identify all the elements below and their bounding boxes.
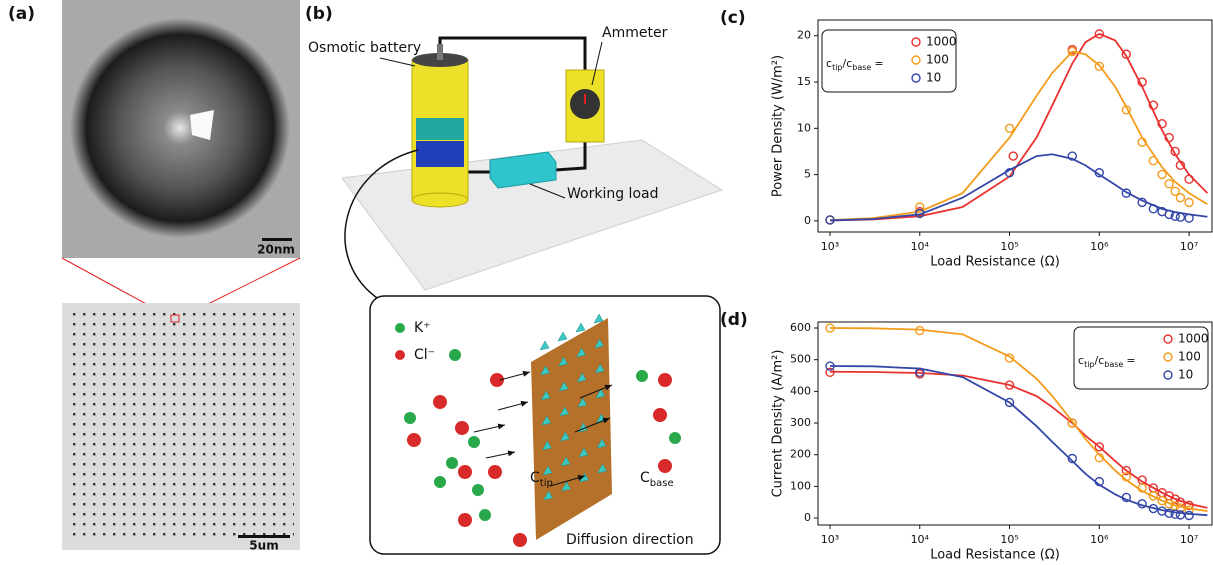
- x-axis-label: Load Resistance (Ω): [930, 548, 1060, 563]
- y-tick-label: 15: [797, 75, 811, 88]
- legend-ion: [395, 350, 405, 360]
- ion: [468, 436, 480, 448]
- legend-label: 100: [1178, 350, 1201, 364]
- panel-label: (b): [305, 4, 333, 24]
- ion: [658, 373, 672, 387]
- legend-title-part: =: [1126, 354, 1135, 367]
- x-tick-label: 10⁴: [911, 533, 930, 546]
- legend-ion: [395, 323, 405, 333]
- x-tick-label: 10⁶: [1090, 533, 1109, 546]
- y-tick-label: 0: [804, 511, 811, 524]
- y-tick-label: 300: [790, 416, 811, 429]
- data-point: [1006, 124, 1014, 132]
- y-tick-label: 5: [804, 168, 811, 181]
- legend-label: 100: [926, 53, 949, 67]
- ion: [458, 513, 472, 527]
- data-point: [1158, 171, 1166, 179]
- subscript: tip: [540, 478, 553, 489]
- y-tick-label: 600: [790, 321, 811, 334]
- ion: [404, 412, 416, 424]
- y-tick-label: 10: [797, 121, 811, 134]
- legend-label: 1000: [926, 35, 957, 49]
- ion: [479, 509, 491, 521]
- data-point: [1185, 198, 1193, 206]
- x-tick-label: 10⁶: [1090, 240, 1109, 253]
- panel-label: (d): [720, 310, 748, 330]
- ion: [446, 457, 458, 469]
- y-tick-label: 200: [790, 448, 811, 461]
- ion: [488, 465, 502, 479]
- ion-label: Cl⁻: [414, 347, 435, 363]
- symbol: C: [640, 470, 650, 486]
- callout-label: Ammeter: [602, 25, 668, 41]
- ion: [658, 459, 672, 473]
- caption: Diffusion direction: [566, 532, 694, 548]
- data-point: [1185, 175, 1193, 183]
- data-point: [1176, 194, 1184, 202]
- y-tick-label: 500: [790, 353, 811, 366]
- legend-title-part: =: [874, 57, 883, 70]
- y-tick-label: 100: [790, 479, 811, 492]
- scale-bar: [262, 238, 292, 241]
- y-tick-label: 0: [804, 214, 811, 227]
- pore-array: [68, 309, 294, 541]
- scale-label: 5um: [249, 539, 278, 553]
- legend-title-part: /c: [843, 57, 853, 70]
- ion: [653, 408, 667, 422]
- data-point: [1176, 213, 1184, 221]
- tem-pore: [70, 18, 290, 238]
- legend-title-part: base: [852, 63, 871, 72]
- fit-line: [830, 372, 1207, 508]
- callout-line: [380, 58, 415, 66]
- battery-bottom: [412, 193, 468, 207]
- ion: [472, 484, 484, 496]
- battery-window: [416, 118, 464, 140]
- callout-label: Working load: [567, 186, 658, 202]
- ion: [407, 433, 421, 447]
- x-tick-label: 10⁵: [1000, 240, 1018, 253]
- legend-title-part: /c: [1095, 354, 1105, 367]
- ion: [636, 370, 648, 382]
- battery-window: [416, 141, 464, 167]
- legend-label: 10: [1178, 368, 1193, 382]
- data-point: [1165, 180, 1173, 188]
- battery-terminal: [437, 44, 443, 60]
- legend-label: 10: [926, 71, 941, 85]
- ion: [669, 432, 681, 444]
- legend-title-part: base: [1104, 360, 1123, 369]
- x-tick-label: 10³: [821, 533, 839, 546]
- x-axis-label: Load Resistance (Ω): [930, 255, 1060, 270]
- symbol: C: [530, 470, 540, 486]
- y-axis-label: Current Density (A/m²): [771, 350, 786, 498]
- x-tick-label: 10⁷: [1180, 240, 1198, 253]
- legend-title-part: tip: [832, 63, 842, 72]
- ion: [434, 476, 446, 488]
- ion: [433, 395, 447, 409]
- panel-label: (a): [8, 4, 35, 24]
- legend-label: 1000: [1178, 332, 1209, 346]
- ion: [449, 349, 461, 361]
- panel-label: (c): [720, 8, 746, 28]
- data-point: [1149, 157, 1157, 165]
- x-tick-label: 10³: [821, 240, 839, 253]
- callout-label: Osmotic battery: [308, 40, 421, 56]
- ion: [455, 421, 469, 435]
- x-tick-label: 10⁴: [911, 240, 930, 253]
- figure: (a) 20nm 5um (b) Osmotic battery Ammeter…: [0, 0, 1213, 565]
- ion-label: K⁺: [414, 320, 431, 336]
- scale-label: 20nm: [257, 243, 295, 257]
- legend-title-part: tip: [1084, 360, 1094, 369]
- data-point: [1185, 511, 1193, 519]
- ion: [513, 533, 527, 547]
- y-tick-label: 400: [790, 384, 811, 397]
- y-axis-label: Power Density (W/m²): [771, 55, 786, 197]
- x-tick-label: 10⁵: [1000, 533, 1018, 546]
- ion: [458, 465, 472, 479]
- subscript: base: [650, 478, 674, 489]
- x-tick-label: 10⁷: [1180, 533, 1198, 546]
- data-point: [1009, 152, 1017, 160]
- y-tick-label: 20: [797, 29, 811, 42]
